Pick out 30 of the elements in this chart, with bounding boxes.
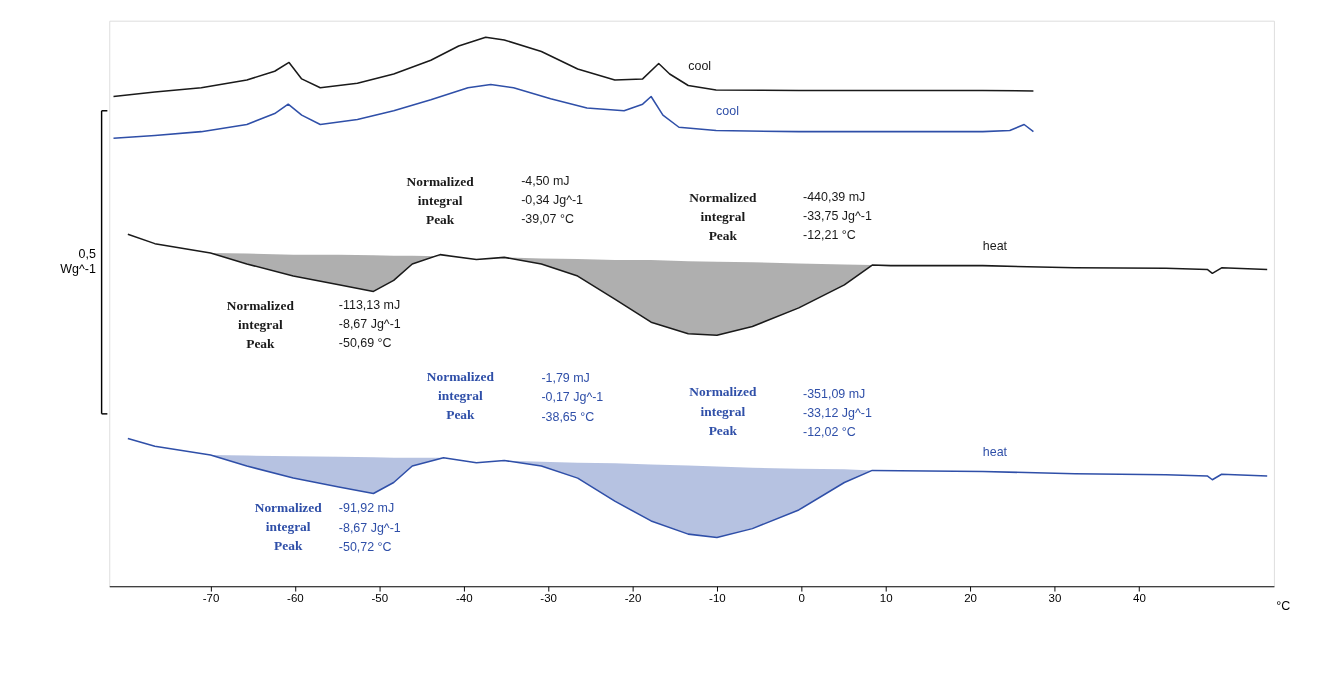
annotation: Normalized integral Peak — [689, 190, 757, 244]
x-tick-label: 30 — [1048, 592, 1062, 605]
y-axis-title: 0,5 Wg^-1 — [60, 247, 96, 276]
annotation: -91,92 mJ -8,67 Jg^-1 -50,72 °C — [338, 501, 401, 554]
annotation: Normalized integral Peak — [426, 369, 495, 423]
annotation: -4,50 mJ -0,34 Jg^-1 -39,07 °C — [521, 173, 584, 226]
series-label: cool — [716, 104, 739, 119]
annotation: -113,13 mJ -8,67 Jg^-1 -50,69 °C — [338, 297, 401, 351]
series-label: heat — [982, 239, 1008, 254]
x-tick-label: -60 — [287, 592, 304, 605]
x-tick-label: 40 — [1132, 592, 1146, 605]
x-axis-title: °C — [1276, 598, 1291, 613]
annotation: Normalized integral Peak — [254, 499, 323, 554]
x-tick-label: -10 — [709, 592, 726, 605]
series-label: heat — [982, 445, 1008, 460]
x-tick-label: -30 — [540, 592, 557, 605]
x-tick-label: -20 — [624, 592, 642, 605]
annotation: -1,79 mJ -0,17 Jg^-1 -38,65 °C — [541, 371, 604, 424]
x-tick-label: 10 — [879, 592, 893, 605]
x-tick-label: 0 — [798, 592, 806, 605]
series-label: cool — [688, 59, 712, 74]
annotation: Normalized integral Peak — [406, 173, 475, 227]
annotation: Normalized integral Peak — [226, 297, 295, 351]
x-tick-label: -50 — [371, 592, 389, 605]
annotation: -440,39 mJ -33,75 Jg^-1 -12,21 °C — [803, 190, 872, 243]
x-tick-label: 20 — [964, 592, 977, 605]
annotation: -351,09 mJ -33,12 Jg^-1 -12,02 °C — [803, 386, 872, 439]
x-tick-label: -40 — [455, 592, 473, 605]
annotation: Normalized integral Peak — [689, 384, 757, 438]
x-tick-label: -70 — [202, 592, 220, 605]
